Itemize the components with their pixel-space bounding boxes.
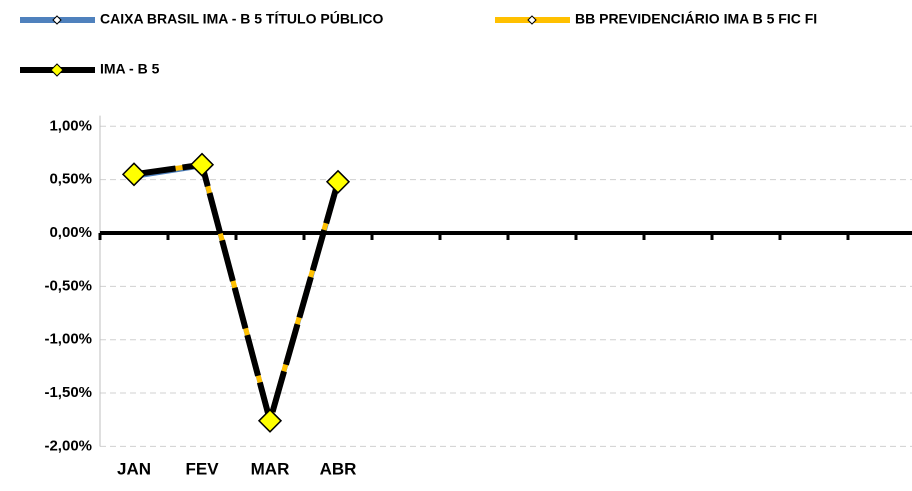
y-tick-label: 1,00% [49, 117, 92, 134]
y-tick-label: -2,00% [44, 437, 92, 454]
legend-label: CAIXA BRASIL IMA - B 5 TÍTULO PÚBLICO [100, 10, 383, 27]
point-marker [121, 162, 147, 187]
series-line [133, 161, 341, 424]
y-tick-label: 0,50% [49, 171, 92, 188]
point-marker [325, 169, 351, 194]
legend-marker [50, 63, 64, 77]
x-tick-label: MAR [251, 459, 290, 478]
y-tick-label: 0,00% [49, 224, 92, 241]
x-tick-label: JAN [117, 459, 151, 478]
y-tick-label: -0,50% [44, 277, 92, 294]
point-marker [189, 152, 215, 177]
legend-marker [527, 15, 537, 25]
y-tick-label: -1,50% [44, 384, 92, 401]
point-marker [257, 408, 283, 433]
y-tick-label: -1,00% [44, 331, 92, 348]
x-tick-label: FEV [185, 459, 219, 478]
legend-marker [52, 15, 62, 25]
legend-label: BB PREVIDENCIÁRIO IMA B 5 FIC FI [575, 11, 817, 27]
x-tick-label: ABR [320, 459, 357, 478]
legend-label: IMA - B 5 [100, 61, 160, 77]
